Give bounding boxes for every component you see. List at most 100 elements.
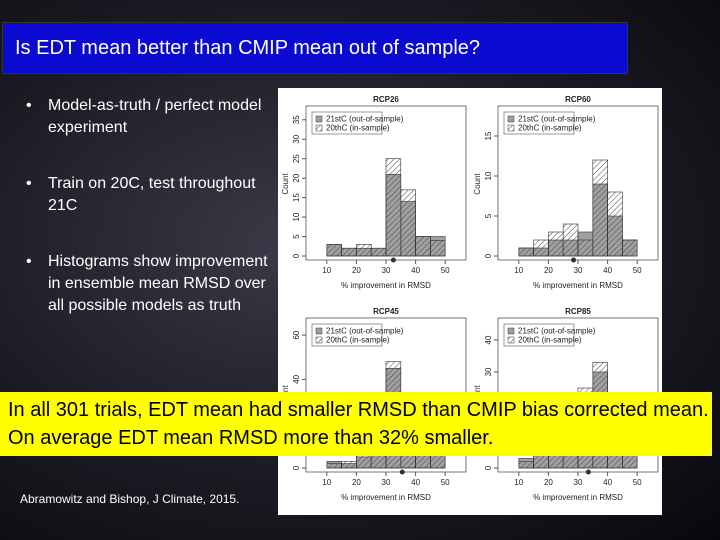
bullet: Model-as-truth / perfect model experimen… [18,95,268,139]
citation: Abramowitz and Bishop, J Climate, 2015. [20,492,240,506]
legend-box [503,323,575,347]
x-tick-label: 50 [633,266,642,275]
x-tick-label: 20 [352,478,361,487]
x-tick-label: 40 [603,478,612,487]
chart-title: RCP45 [373,307,399,316]
x-tick-label: 10 [514,266,523,275]
x-tick-label: 40 [603,266,612,275]
x-tick-label: 50 [441,266,450,275]
y-tick-label: 0 [292,465,301,470]
mean-marker [390,257,396,263]
bullet-list: Model-as-truth / perfect model experimen… [18,95,268,351]
histogram-bar [326,244,342,257]
y-tick-label: 40 [292,374,301,383]
y-tick-label: 5 [292,234,301,239]
legend-swatch [507,327,515,335]
legend-label: 21stC (out-of-sample) [326,115,404,124]
histogram-bar [518,461,534,469]
x-axis-label: % improvement in RMSD [341,281,431,290]
y-tick-label: 35 [292,115,301,124]
y-tick-label: 30 [484,367,493,376]
mean-marker [571,257,577,263]
histogram-bar [577,239,594,257]
x-tick-label: 10 [322,266,331,275]
legend-label: 21stC (out-of-sample) [326,327,404,336]
histogram-bar [385,158,402,257]
histogram-bar [356,454,372,469]
histogram-bar [341,247,357,257]
histogram-bar [400,189,416,257]
y-tick-label: 15 [484,131,493,140]
histogram-bar [562,223,579,257]
mean-marker [399,469,405,475]
legend-swatch [507,124,515,132]
legend-swatch [315,124,323,132]
histogram-bar [533,239,549,257]
histogram-bar [592,159,608,257]
legend-label: 21stC (out-of-sample) [518,327,596,336]
histogram-bar [370,247,387,257]
y-tick-label: 5 [484,213,493,218]
y-tick-label: 60 [292,330,301,339]
x-axis-label: % improvement in RMSD [533,281,623,290]
legend-box [503,111,575,135]
histogram-bar [622,239,638,257]
x-axis-label: % improvement in RMSD [341,493,431,502]
histogram-bar [415,236,431,257]
histogram-bar [430,240,446,257]
y-tick-label: 0 [292,253,301,258]
slide-title: Is EDT mean better than CMIP mean out of… [2,22,628,74]
y-tick-label: 15 [292,193,301,202]
x-tick-label: 20 [544,266,553,275]
legend-swatch [507,115,515,123]
y-tick-label: 10 [484,171,493,180]
histogram-bar [341,461,357,469]
legend-label: 20thC (in-sample) [518,124,582,133]
bullet: Histograms show improvement in ensemble … [18,251,268,317]
y-tick-label: 20 [292,173,301,182]
y-tick-label: 10 [292,212,301,221]
legend-label: 21stC (out-of-sample) [518,115,596,124]
mean-marker [585,469,591,475]
x-tick-label: 40 [411,478,420,487]
legend-swatch [315,327,323,335]
x-tick-label: 10 [322,478,331,487]
x-axis-label: % improvement in RMSD [533,493,623,502]
legend-box [311,323,383,347]
x-tick-label: 10 [514,478,523,487]
chart-title: RCP60 [565,95,591,104]
bullet: Train on 20C, test throughout 21C [18,173,268,217]
histogram-bar [548,231,564,257]
x-tick-label: 30 [574,478,583,487]
histogram-bar [607,191,623,257]
callout: In all 301 trials, EDT mean had smaller … [0,392,712,456]
histogram-bar [518,247,534,257]
x-tick-label: 40 [411,266,420,275]
legend-swatch [315,115,323,123]
legend-label: 20thC (in-sample) [326,336,390,345]
x-tick-label: 50 [633,478,642,487]
x-tick-label: 20 [544,478,553,487]
y-tick-label: 25 [292,154,301,163]
legend-label: 20thC (in-sample) [518,336,582,345]
y-tick-label: 40 [484,335,493,344]
legend-box [311,111,383,135]
x-tick-label: 20 [352,266,361,275]
x-tick-label: 30 [382,478,391,487]
legend-label: 20thC (in-sample) [326,124,390,133]
chart-title: RCP26 [373,95,399,104]
histogram-bar [326,463,342,469]
y-tick-label: 0 [484,465,493,470]
legend-swatch [315,336,323,344]
x-tick-label: 50 [441,478,450,487]
histogram-bar [356,244,372,257]
legend-swatch [507,336,515,344]
x-tick-label: 30 [382,266,391,275]
histogram-bar [430,454,446,469]
y-axis-label: Count [473,173,482,195]
y-tick-label: 0 [484,253,493,258]
x-tick-label: 30 [574,266,583,275]
y-tick-label: 30 [292,134,301,143]
y-axis-label: Count [281,173,290,195]
